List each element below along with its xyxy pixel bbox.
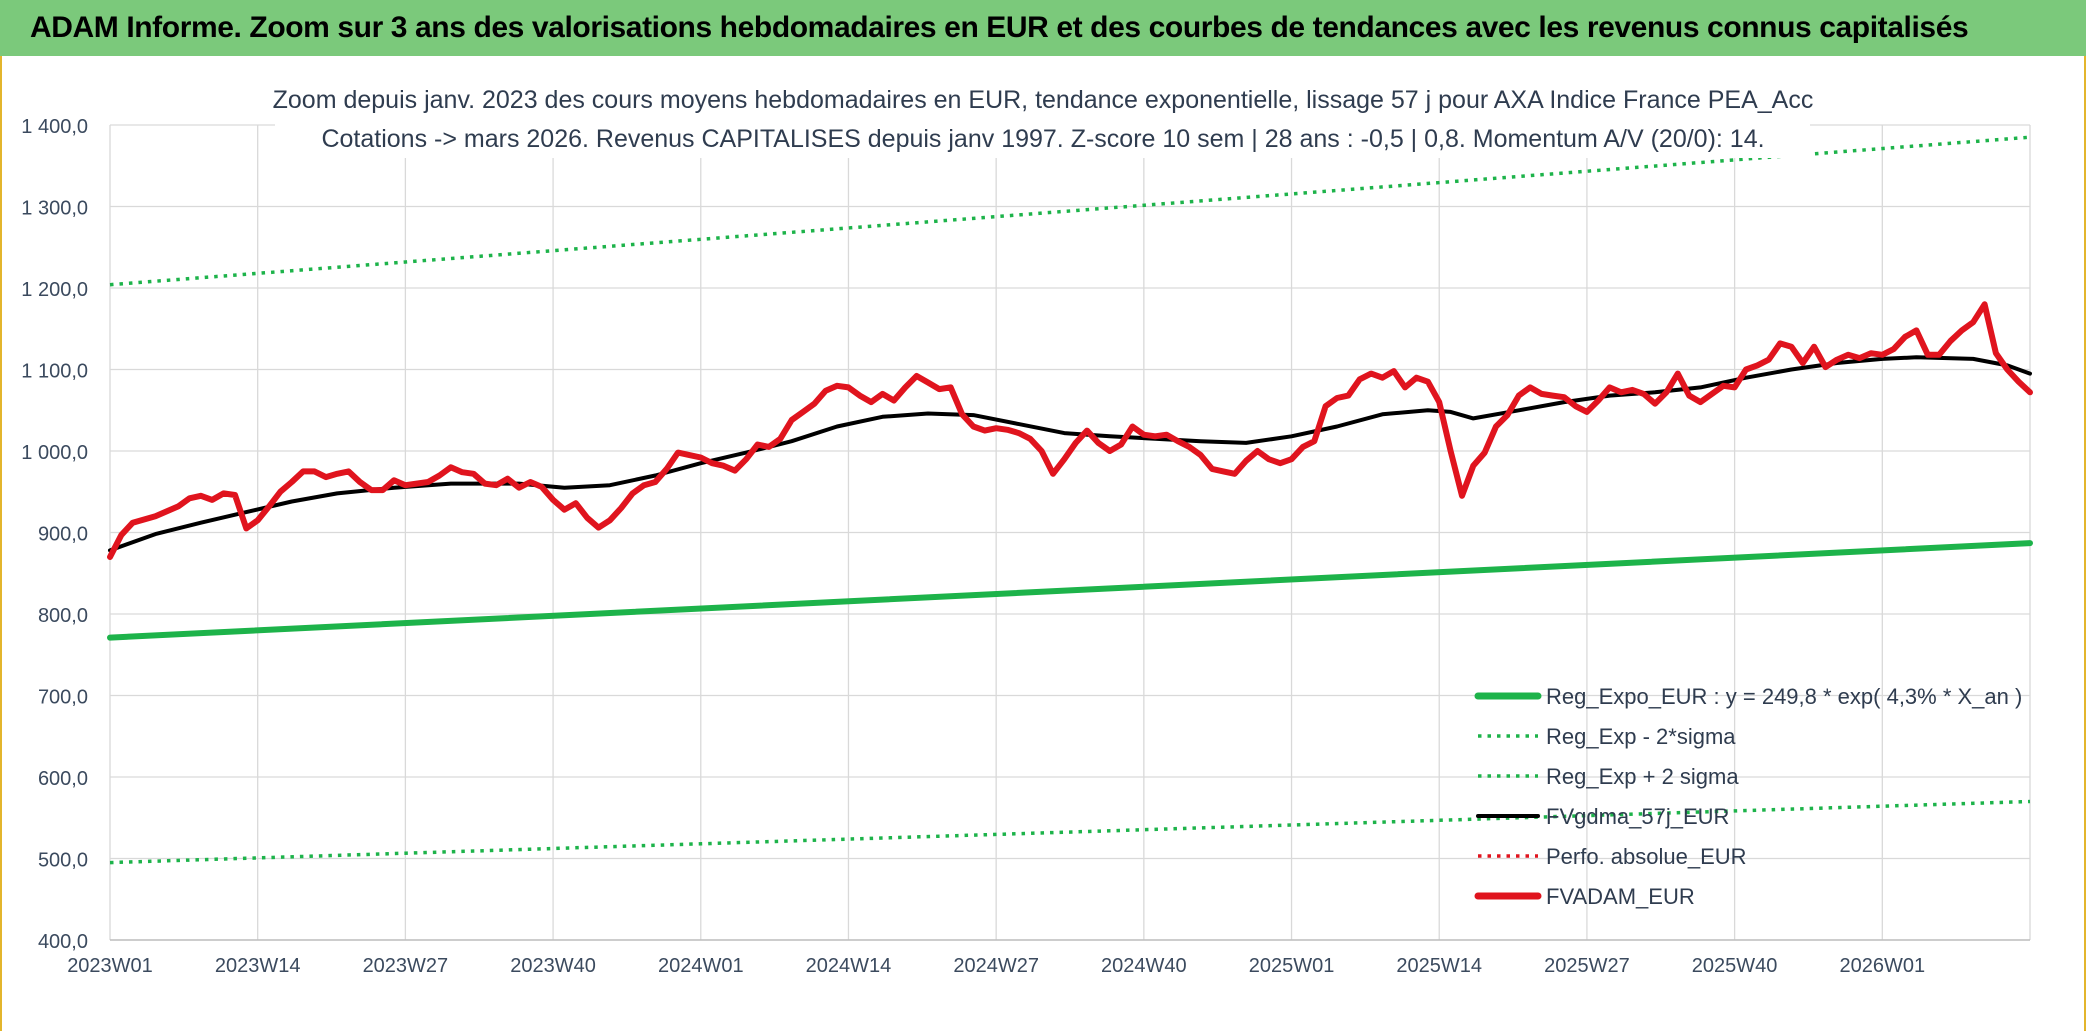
legend-label: Perfo. absolue_EUR (1546, 844, 1747, 869)
y-tick-label: 1 200,0 (21, 279, 88, 301)
series-lines (107, 135, 2033, 865)
x-tick-label: 2024W27 (953, 955, 1039, 977)
y-tick-label: 400,0 (38, 931, 88, 953)
x-tick-label: 2024W01 (658, 955, 744, 977)
x-tick-label: 2023W14 (215, 955, 301, 977)
x-tick-label: 2025W27 (1544, 955, 1630, 977)
chart-title-line-2: Cotations -> mars 2026. Revenus CAPITALI… (321, 125, 1764, 153)
x-tick-label: 2025W40 (1692, 955, 1778, 977)
y-axis: 400,0 500,0 600,0 700,0 800,0 900,0 1 000,0 1 1… (21, 116, 88, 953)
legend: Reg_Expo_EUR : y = 249,8 * exp( 4,3% * X… (1474, 684, 2022, 909)
chart-title-backdrop (275, 76, 1810, 158)
y-tick-label: 1 400,0 (21, 116, 88, 138)
series-line-reg-exp-2 (109, 135, 2031, 287)
chart-title-line-1: Zoom depuis janv. 2023 des cours moyens … (273, 86, 1814, 114)
series-line-reg-expo-eur-0 (107, 540, 2033, 641)
legend-label: FVADAM_EUR (1546, 884, 1695, 909)
legend-label: FVgdma_57j_EUR (1546, 804, 1729, 829)
report-banner-title: ADAM Informe. Zoom sur 3 ans des valoris… (0, 0, 2086, 56)
x-tick-label: 2023W01 (67, 955, 153, 977)
legend-label: Reg_Expo_EUR : y = 249,8 * exp( 4,3% * X… (1546, 684, 2022, 709)
grid-lines (109, 124, 2031, 941)
x-tick-label: 2025W01 (1249, 955, 1335, 977)
x-tick-label: 2023W40 (510, 955, 596, 977)
chart-title: Zoom depuis janv. 2023 des cours moyens … (273, 76, 1814, 158)
y-tick-label: 1 300,0 (21, 198, 88, 220)
series-line-fvadam-eur-5 (107, 301, 2033, 560)
y-tick-label: 800,0 (38, 605, 88, 627)
y-tick-label: 1 000,0 (21, 442, 88, 464)
x-tick-label: 2025W14 (1396, 955, 1482, 977)
x-tick-label: 2026W01 (1839, 955, 1925, 977)
series-line-reg-exp-1 (109, 799, 2031, 865)
y-tick-label: 700,0 (38, 687, 88, 709)
x-tick-label: 2024W40 (1101, 955, 1187, 977)
y-tick-label: 500,0 (38, 850, 88, 872)
y-tick-label: 1 100,0 (21, 361, 88, 383)
x-tick-label: 2023W27 (363, 955, 449, 977)
legend-label: Reg_Exp + 2 sigma (1546, 764, 1739, 789)
y-tick-label: 900,0 (38, 524, 88, 546)
y-tick-label: 600,0 (38, 768, 88, 790)
legend-label: Reg_Exp - 2*sigma (1546, 724, 1736, 749)
valuation-line-chart: 400,0 500,0 600,0 700,0 800,0 900,0 1 000,0 1 1… (21, 76, 2033, 977)
x-axis: 2023W01 2023W14 2023W27 2023W40 2024W01 2024W… (67, 939, 2030, 977)
x-tick-label: 2024W14 (806, 955, 892, 977)
